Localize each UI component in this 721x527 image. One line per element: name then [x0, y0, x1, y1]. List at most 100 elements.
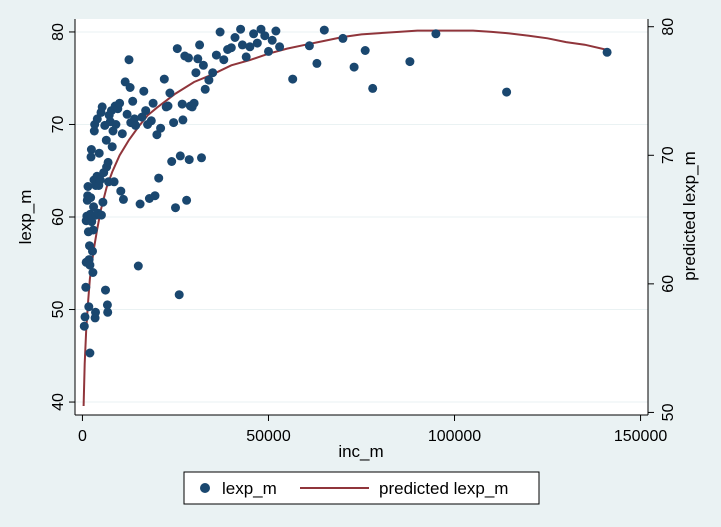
data-point-69	[128, 96, 138, 106]
data-point-89	[167, 157, 177, 166]
data-point-96	[178, 115, 188, 125]
data-point-81	[150, 191, 160, 201]
data-point-37	[95, 175, 105, 185]
tick-labels: 40 50 60 70 80 50 60 70 80 0 50000 100000 150000	[50, 18, 677, 445]
data-point-80	[148, 98, 158, 108]
data-point-83	[154, 173, 164, 183]
data-point-129	[275, 42, 285, 52]
data-point-127	[267, 35, 277, 45]
data-point-36	[94, 148, 104, 158]
data-point-63	[118, 194, 128, 204]
y2-tick-label-70: 70	[660, 146, 677, 164]
data-point-98	[182, 195, 192, 205]
x-tick-label-100000: 100000	[428, 428, 481, 445]
data-point-92	[172, 44, 182, 54]
data-point-62	[117, 129, 127, 139]
data-point-13	[85, 348, 95, 358]
y-axis-title: lexp_m	[16, 190, 35, 245]
data-point-103	[189, 98, 199, 108]
y-tick-label-40: 40	[50, 393, 67, 411]
data-point-128	[271, 26, 281, 36]
data-point-23	[88, 225, 98, 235]
data-point-95	[177, 99, 187, 109]
data-point-111	[208, 68, 218, 78]
y2-tick-label-50: 50	[660, 403, 677, 421]
y2-tick-label-80: 80	[660, 18, 677, 36]
data-point-109	[200, 84, 210, 94]
data-point-21	[88, 246, 97, 256]
data-point-126	[264, 46, 273, 56]
data-point-16	[86, 193, 96, 203]
data-point-130	[288, 74, 298, 84]
data-point-39	[96, 210, 106, 220]
data-point-123	[252, 38, 262, 48]
data-point-71	[131, 120, 141, 130]
y-tick-label-70: 70	[50, 115, 67, 133]
data-point-18	[86, 145, 96, 154]
y-tick-label-80: 80	[50, 23, 67, 41]
data-point-108	[198, 60, 208, 70]
y-tick-label-50: 50	[50, 301, 67, 319]
data-point-100	[184, 155, 194, 165]
data-point-112	[211, 50, 221, 60]
data-point-47	[102, 300, 112, 310]
data-point-135	[349, 62, 359, 72]
data-point-104	[191, 68, 201, 78]
data-point-58	[111, 120, 121, 129]
data-point-87	[163, 101, 173, 111]
data-point-54	[107, 142, 117, 152]
data-point-125	[260, 31, 270, 41]
data-point-60	[115, 98, 125, 108]
data-point-8	[83, 182, 93, 191]
data-point-2	[81, 282, 91, 292]
predicted-line-layer	[82, 29, 608, 407]
data-point-90	[169, 118, 179, 128]
data-point-66	[124, 55, 134, 65]
data-point-41	[98, 197, 108, 207]
data-point-67	[125, 83, 135, 92]
data-point-137	[368, 83, 378, 93]
data-point-79	[146, 116, 156, 126]
data-point-124	[256, 24, 266, 34]
data-point-61	[116, 186, 126, 196]
data-point-141	[602, 47, 612, 57]
y-tick-label-60: 60	[50, 208, 67, 226]
legend: lexp_m predicted lexp_m	[183, 471, 540, 505]
data-point-88	[165, 88, 175, 98]
data-point-1	[80, 312, 90, 322]
data-point-49	[103, 157, 113, 167]
data-point-114	[219, 55, 229, 65]
legend-marker-lexp_m	[200, 483, 210, 493]
data-point-122	[249, 29, 259, 39]
data-point-133	[319, 25, 329, 35]
data-point-44	[101, 285, 110, 295]
data-point-29	[91, 307, 100, 317]
data-point-132	[312, 58, 322, 68]
data-point-118	[236, 24, 246, 34]
data-point-0	[79, 321, 89, 331]
data-point-93	[174, 290, 184, 300]
data-point-17	[86, 152, 96, 162]
data-point-10	[84, 302, 94, 312]
data-point-107	[197, 153, 206, 163]
data-point-105	[193, 54, 203, 64]
data-point-139	[431, 29, 441, 39]
data-point-14	[85, 260, 95, 270]
data-point-91	[171, 203, 180, 213]
data-point-26	[89, 126, 99, 136]
axes	[69, 19, 654, 421]
legend-label-predicted: predicted lexp_m	[379, 479, 508, 498]
data-point-140	[502, 87, 512, 97]
y2-axis-title: predicted lexp_m	[680, 151, 699, 280]
data-point-106	[195, 40, 205, 50]
data-point-48	[103, 307, 113, 317]
data-point-119	[237, 40, 247, 50]
data-point-134	[338, 33, 348, 43]
data-point-40	[97, 102, 107, 112]
data-point-75	[139, 86, 149, 96]
data-point-113	[215, 27, 225, 37]
data-point-22	[88, 268, 98, 277]
data-point-99	[184, 53, 193, 63]
data-point-45	[101, 135, 111, 145]
